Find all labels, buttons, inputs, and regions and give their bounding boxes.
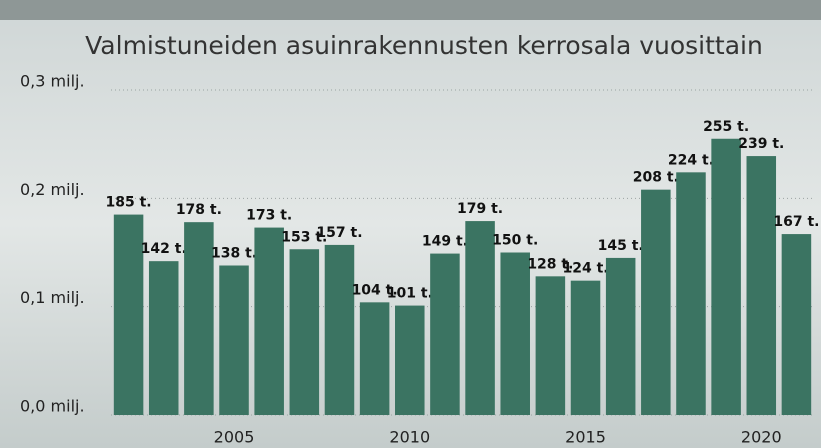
data-label: 128 t.	[527, 256, 573, 272]
y-tick-label: 0,2 milj.	[20, 180, 85, 199]
data-label: 138 t.	[211, 246, 257, 262]
bar	[676, 172, 706, 415]
data-label: 157 t.	[316, 225, 362, 241]
bar	[535, 276, 566, 415]
bar	[746, 156, 777, 416]
x-tick-label: 2015	[565, 428, 606, 447]
data-label: 224 t.	[668, 152, 714, 168]
bar	[500, 252, 530, 415]
data-label: 104 t.	[352, 282, 398, 298]
x-tick-label: 2010	[389, 428, 430, 447]
data-label: 149 t.	[422, 234, 468, 250]
data-label: 167 t.	[773, 214, 819, 230]
bar	[219, 265, 249, 415]
bar	[148, 261, 179, 415]
bar	[465, 221, 495, 415]
data-label: 239 t.	[738, 136, 784, 152]
chart-title: Valmistuneiden asuinrakennusten kerrosal…	[85, 31, 763, 60]
bar	[113, 214, 144, 415]
bar	[359, 302, 390, 415]
data-label: 124 t.	[562, 261, 608, 277]
data-label: 173 t.	[246, 208, 292, 224]
bar	[605, 257, 636, 415]
bar	[570, 280, 601, 415]
data-label: 153 t.	[281, 229, 327, 245]
data-label: 142 t.	[141, 241, 187, 257]
data-label: 145 t.	[598, 238, 644, 254]
y-tick-label: 0,1 milj.	[20, 288, 85, 307]
data-label: 185 t.	[106, 195, 152, 211]
bar	[324, 244, 355, 415]
y-tick-label: 0,3 milj.	[20, 72, 85, 91]
data-label: 101 t.	[387, 286, 433, 302]
bar	[184, 222, 214, 415]
x-tick-label: 2005	[214, 428, 255, 447]
bar	[289, 249, 320, 415]
data-label: 208 t.	[633, 170, 679, 186]
bar	[254, 227, 284, 415]
bar	[711, 138, 741, 415]
data-label: 179 t.	[457, 201, 503, 217]
x-tick-label: 2020	[741, 428, 782, 447]
data-label: 178 t.	[176, 202, 222, 218]
bar	[395, 305, 425, 415]
photo-strip	[0, 0, 821, 20]
data-label: 150 t.	[492, 233, 538, 249]
bar	[781, 234, 812, 415]
data-label: 255 t.	[703, 119, 749, 135]
bar	[641, 189, 671, 415]
bar	[430, 253, 460, 415]
y-tick-label: 0,0 milj.	[20, 397, 85, 416]
